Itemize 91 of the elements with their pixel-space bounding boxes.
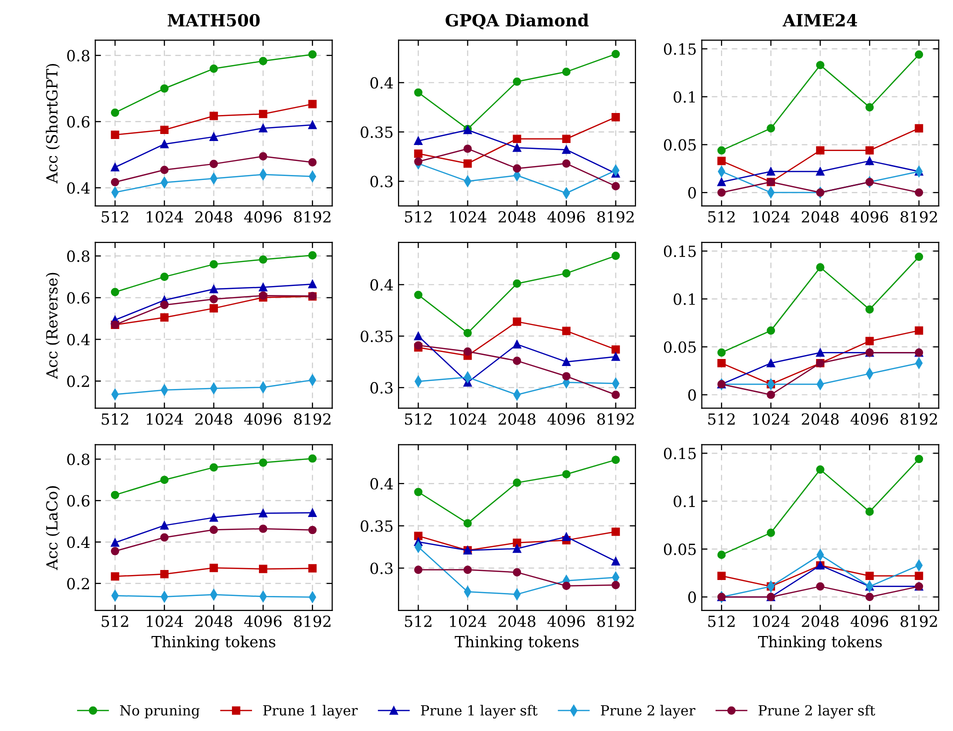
x-tick-label: 2048 (498, 211, 536, 223)
y-axis-title: Acc (ShortGPT) (46, 64, 60, 184)
y-tick-label: 0.3 (370, 382, 393, 394)
x-tick-label: 1024 (146, 211, 184, 223)
x-tick-label: 2048 (195, 616, 232, 628)
x-tick-label: 512 (405, 211, 432, 223)
x-tick-label: 1024 (450, 413, 486, 425)
y-tick-label: 0.6 (67, 292, 90, 304)
y-tick-label: 0.2 (67, 578, 89, 590)
x-tick-label: 512 (708, 211, 735, 223)
y-tick-label: 0.35 (360, 126, 393, 138)
x-tick-label: 2048 (195, 413, 232, 425)
y-tick-label: 0.4 (370, 478, 393, 490)
x-tick-label: 8192 (597, 413, 634, 425)
y-tick-label: 0.15 (664, 246, 696, 258)
x-tick-label: 1024 (450, 616, 486, 628)
y-tick-label: 0.3 (370, 562, 393, 574)
x-tick-label: 2048 (802, 211, 839, 223)
x-tick-label: 2048 (498, 616, 536, 628)
x-tick-label: 8192 (900, 211, 937, 223)
x-tick-label: 4096 (850, 616, 888, 628)
x-tick-label: 4096 (547, 413, 585, 425)
y-tick-label: 0.4 (67, 182, 90, 194)
x-tick-label: 1024 (753, 616, 790, 628)
y-tick-label: 0.8 (67, 50, 90, 62)
x-tick-label: 512 (405, 616, 432, 628)
x-tick-label: 4096 (850, 413, 888, 425)
x-tick-label: 512 (708, 616, 735, 628)
y-tick-label: 0.35 (360, 330, 393, 342)
x-tick-label: 512 (708, 413, 735, 425)
x-tick-label: 4096 (850, 211, 888, 223)
x-tick-label: 8192 (900, 616, 937, 628)
y-tick-label: 0.1 (674, 91, 695, 103)
x-tick-label: 512 (102, 413, 128, 425)
x-tick-label: 8192 (597, 616, 634, 628)
y-tick-label: 0.35 (360, 520, 393, 532)
chart-title: AIME24 (782, 14, 858, 26)
legend-label: Prune 2 layer sft (758, 704, 876, 718)
y-tick-label: 0 (688, 187, 696, 199)
x-axis-title: Thinking tokens (152, 636, 276, 651)
legend-label: No pruning (120, 705, 200, 718)
y-axis-title: Acc (LaCo) (46, 486, 60, 570)
x-tick-label: 8192 (597, 211, 634, 223)
x-tick-label: 4096 (547, 211, 585, 223)
y-tick-label: 0.2 (67, 376, 89, 388)
x-tick-label: 1024 (753, 413, 790, 425)
x-tick-label: 8192 (294, 211, 330, 223)
x-tick-label: 512 (102, 211, 128, 223)
x-axis-title: Thinking tokens (758, 636, 882, 651)
y-tick-label: 0.15 (664, 43, 696, 55)
x-tick-label: 1024 (146, 413, 184, 425)
x-tick-label: 1024 (146, 616, 184, 628)
y-tick-label: 0.15 (664, 448, 696, 460)
y-axis-title: Acc (Reverse) (46, 272, 60, 380)
x-tick-label: 2048 (802, 413, 839, 425)
x-tick-label: 4096 (547, 616, 585, 628)
y-tick-label: 0.4 (370, 77, 393, 89)
y-tick-label: 0.05 (664, 139, 696, 151)
x-tick-label: 512 (102, 616, 128, 628)
y-tick-label: 0.1 (674, 496, 695, 508)
x-tick-label: 2048 (498, 413, 536, 425)
x-tick-label: 8192 (294, 616, 330, 628)
x-tick-label: 2048 (802, 616, 839, 628)
y-tick-label: 0.05 (664, 341, 696, 353)
x-tick-label: 8192 (294, 413, 330, 425)
x-tick-label: 8192 (900, 413, 937, 425)
x-tick-label: 1024 (753, 211, 790, 223)
chart-title: MATH500 (168, 14, 260, 27)
legend-label: Prune 1 layer (263, 704, 358, 718)
y-tick-label: 0 (688, 389, 696, 401)
x-tick-label: 4096 (244, 413, 282, 425)
x-tick-label: 2048 (195, 211, 232, 223)
y-tick-label: 0.6 (67, 495, 90, 507)
legend-label: Prune 1 layer sft (420, 704, 538, 718)
y-tick-label: 0.3 (370, 176, 393, 188)
x-axis-title: Thinking tokens (454, 636, 579, 651)
y-tick-label: 0.4 (67, 334, 90, 346)
chart-title: GPQA Diamond (446, 14, 589, 30)
y-tick-label: 0.6 (67, 116, 90, 128)
y-tick-label: 0.8 (67, 454, 90, 466)
y-tick-label: 0.4 (370, 279, 393, 291)
x-tick-label: 4096 (244, 616, 282, 628)
legend-label: Prune 2 layer (600, 704, 696, 718)
y-tick-label: 0.4 (67, 536, 90, 548)
x-tick-label: 512 (405, 413, 432, 425)
y-tick-label: 0 (688, 591, 696, 603)
x-tick-label: 4096 (244, 211, 282, 223)
y-tick-label: 0.1 (674, 293, 695, 305)
y-tick-label: 0.05 (664, 544, 696, 556)
x-tick-label: 1024 (450, 211, 486, 223)
y-tick-label: 0.8 (67, 250, 90, 262)
